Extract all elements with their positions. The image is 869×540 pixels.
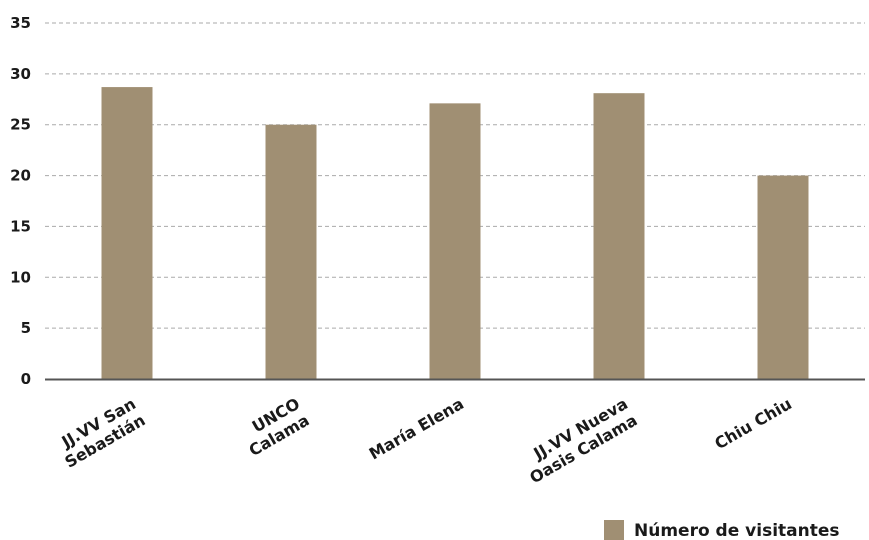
legend-label: Número de visitantes bbox=[634, 521, 840, 540]
x-axis-labels: JJ.VV SanSebastián UNCOCalama María Elena J… bbox=[52, 394, 795, 487]
y-axis-ticks: 0 5 10 15 20 25 30 35 bbox=[10, 14, 31, 388]
y-tick-label: 0 bbox=[21, 370, 31, 388]
y-tick-label: 30 bbox=[10, 65, 31, 83]
x-tick-label: Chiu Chiu bbox=[711, 394, 795, 453]
y-tick-label: 10 bbox=[10, 268, 31, 286]
x-tick-label: UNCOCalama bbox=[236, 394, 312, 460]
legend-swatch bbox=[604, 520, 624, 540]
bar bbox=[758, 176, 809, 379]
bar bbox=[594, 93, 645, 379]
legend: Número de visitantes bbox=[604, 520, 840, 540]
x-tick-label: JJ.VV SanSebastián bbox=[52, 394, 148, 472]
x-tick-label-line: Chiu Chiu bbox=[711, 394, 795, 453]
y-tick-label: 35 bbox=[10, 14, 31, 32]
bar bbox=[430, 103, 481, 379]
bar bbox=[102, 87, 153, 379]
x-tick-label: JJ.VV NuevaOasis Calama bbox=[517, 394, 641, 487]
x-tick-label: María Elena bbox=[366, 394, 467, 463]
y-tick-label: 5 bbox=[21, 319, 31, 337]
x-tick-label-line: María Elena bbox=[366, 394, 467, 463]
y-tick-label: 25 bbox=[10, 116, 31, 134]
bars bbox=[102, 87, 809, 379]
y-tick-label: 15 bbox=[10, 217, 31, 235]
y-tick-label: 20 bbox=[10, 167, 31, 185]
bar bbox=[266, 125, 317, 379]
